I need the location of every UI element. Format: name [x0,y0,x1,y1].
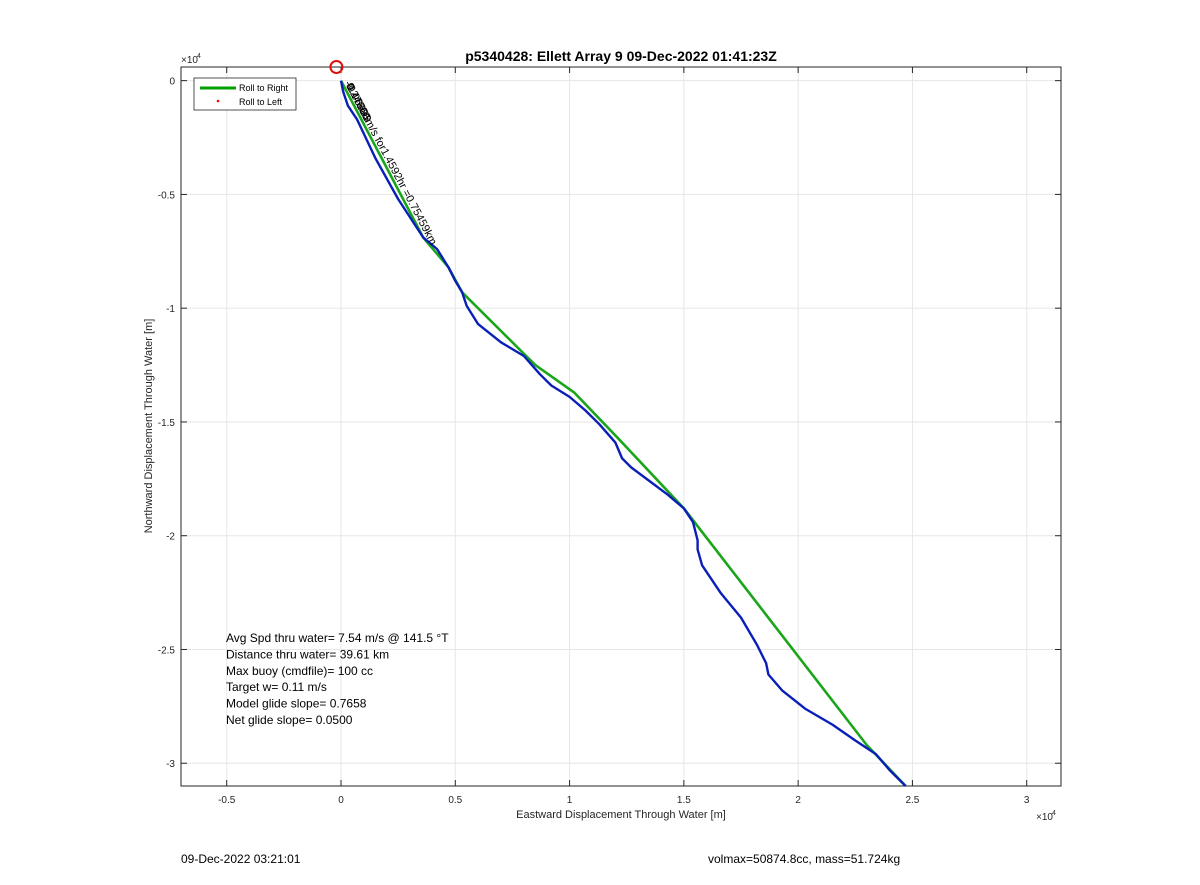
y-tick-label: -3 [166,759,175,770]
stats-text-block: Avg Spd thru water= 7.54 m/s @ 141.5 °T D… [226,631,449,727]
y-tick-label: -1 [166,304,175,315]
chart-title: p5340428: Ellett Array 9 09-Dec-2022 01:… [465,48,777,64]
footer-mass-info: volmax=50874.8cc, mass=51.724kg [708,852,901,866]
legend-label-roll-right: Roll to Right [239,83,289,93]
legend-box [193,77,297,111]
stats-line: Net glide slope= 0.0500 [226,713,353,727]
x-tick-label: 3 [1024,795,1030,806]
annotations: -0.47806m/s for1.4592hr =0.75459km0.2466… [342,79,439,247]
axes-box [180,66,1062,787]
stats-line: Distance thru water= 39.61 km [226,647,389,661]
legend-marker-roll-left [216,99,220,103]
x-exponent-power: 4 [1052,810,1056,817]
legend-label-roll-left: Roll to Left [239,97,283,107]
x-tick-label: 1 [567,795,573,806]
stats-line: Target w= 0.11 m/s [226,680,327,694]
x-exponent-label: ×10 4 [1036,810,1056,823]
start-marker [329,60,344,74]
x-tick-label: 1.5 [677,795,691,806]
y-exponent-power: 4 [197,53,201,60]
x-exponent-base: ×10 [1036,812,1053,823]
series-line-roll-right [339,80,907,787]
x-tick-label: 0.5 [448,795,462,806]
x-tick-label: -0.5 [218,795,236,806]
series-line-track [339,80,907,787]
y-tick-label: -1.5 [158,418,176,429]
stats-line: Max buoy (cmdfile)= 100 cc [226,664,373,678]
legend: Roll to Right Roll to Left [193,77,297,111]
y-tick-label: -0.5 [158,190,176,201]
x-tick-label: 2.5 [905,795,919,806]
y-exponent-base: ×10 [181,55,198,66]
y-axis-label: Northward Displacement Through Water [m] [143,319,155,534]
y-tick-label: 0 [169,77,175,88]
stats-line: Avg Spd thru water= 7.54 m/s @ 141.5 °T [226,631,449,645]
footer-timestamp: 09-Dec-2022 03:21:01 [181,852,301,866]
y-exponent-label: ×10 4 [181,53,201,66]
y-tick-label: -2 [166,532,175,543]
x-tick-label: 2 [795,795,801,806]
x-tick-label: 0 [338,795,344,806]
stats-line: Model glide slope= 0.7658 [226,697,367,711]
axis-ticks: -0.5 0 0.5 1 1.5 2 2.5 3 0 -0.5 -1 -1.5 -2 -2.5 -3 [158,67,1061,806]
x-axis-label: Eastward Displacement Through Water [m] [516,809,726,821]
series-group [329,60,907,787]
y-tick-label: -2.5 [158,645,176,656]
grid-lines [181,67,1061,786]
